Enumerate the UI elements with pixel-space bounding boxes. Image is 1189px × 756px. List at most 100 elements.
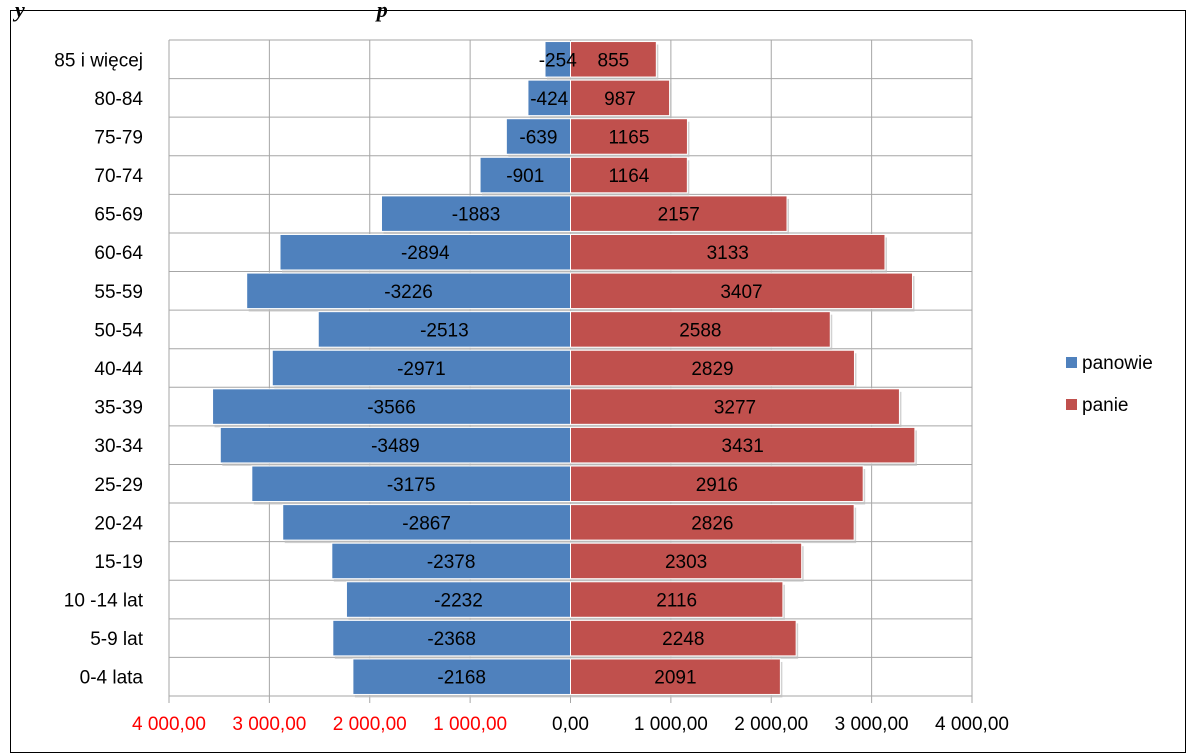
value-label: -2232 — [434, 591, 483, 612]
category-label: 35-39 — [94, 398, 143, 419]
legend-swatch-panowie — [1066, 357, 1077, 368]
value-label: -2378 — [427, 552, 476, 573]
x-tick-label: 3 000,00 — [835, 714, 909, 735]
category-label: 0-4 lata — [80, 668, 144, 689]
value-label: 2157 — [658, 205, 700, 226]
value-label: -2368 — [427, 629, 476, 650]
x-tick-label: 0,00 — [552, 714, 589, 735]
bar-panie — [570, 118, 688, 155]
category-label: 30-34 — [94, 436, 143, 457]
value-label: -424 — [530, 89, 568, 110]
bar-panowie — [527, 79, 571, 117]
value-label: -3489 — [371, 436, 420, 457]
legend-swatch-panie — [1066, 399, 1077, 410]
bar-panowie — [352, 658, 571, 695]
bar-panie — [570, 388, 900, 425]
category-label: 65-69 — [94, 205, 143, 226]
bar-panowie — [479, 156, 572, 194]
category-label: 5-9 lat — [90, 629, 144, 650]
value-label: 2116 — [656, 591, 697, 612]
bar-panie — [570, 658, 781, 695]
value-label: 2588 — [679, 320, 721, 341]
category-label: 20-24 — [94, 513, 143, 534]
value-label: -254 — [539, 50, 577, 71]
bar-panie — [570, 79, 671, 117]
value-label: 855 — [598, 50, 630, 71]
bar-panie — [570, 272, 913, 310]
legend-label-panowie: panowie — [1082, 353, 1153, 374]
category-label: 70-74 — [94, 166, 143, 187]
x-tick-label: 2 000,00 — [333, 714, 407, 735]
category-label: 80-84 — [94, 89, 143, 110]
x-tick-label: 1 000,00 — [634, 714, 708, 735]
bar-panie — [570, 156, 688, 194]
x-tick-label: 4 000,00 — [935, 714, 1009, 735]
bar-panowie — [251, 465, 571, 503]
category-label: 75-79 — [94, 127, 143, 148]
bar-panie — [570, 349, 855, 387]
value-label: -901 — [506, 166, 544, 187]
bar-panowie — [212, 388, 571, 425]
value-label: 2091 — [654, 668, 696, 689]
bar-panie — [570, 542, 803, 580]
bar-panie — [570, 581, 784, 618]
category-label: 40-44 — [94, 359, 143, 380]
bar-panowie — [544, 41, 572, 78]
category-label: 85 i więcej — [54, 50, 143, 71]
value-label: 3277 — [714, 398, 756, 419]
bar-panie — [570, 233, 886, 271]
bar-panie — [570, 195, 788, 232]
category-label: 25-29 — [94, 475, 143, 496]
value-label: 2303 — [665, 552, 707, 573]
bar-panie — [570, 504, 855, 541]
category-label: 50-54 — [94, 320, 143, 341]
value-label: -3175 — [387, 475, 436, 496]
value-label: -3566 — [367, 398, 416, 419]
value-label: -2168 — [437, 668, 486, 689]
value-label: 1165 — [609, 127, 650, 148]
value-label: 3431 — [722, 436, 764, 457]
category-label: 15-19 — [94, 552, 143, 573]
value-label: 2248 — [662, 629, 704, 650]
legend-label-panie: panie — [1082, 395, 1129, 416]
bar-panowie — [505, 118, 572, 155]
bar-panie — [570, 426, 916, 464]
bar-panie — [570, 41, 657, 78]
value-label: 2916 — [696, 475, 738, 496]
category-label: 55-59 — [94, 282, 143, 303]
category-label: 60-64 — [94, 243, 143, 264]
legend: panowie panie — [1066, 353, 1153, 416]
x-tick-label: 4 000,00 — [132, 714, 206, 735]
x-tick-label: 3 000,00 — [232, 714, 306, 735]
value-label: -2513 — [420, 320, 469, 341]
value-label: 2826 — [691, 513, 733, 534]
x-tick-labels: 4 000,00 3 000,00 2 000,00 1 000,00 0,00 1 00… — [132, 714, 1009, 735]
bar-panie — [570, 465, 864, 503]
value-label: -639 — [519, 127, 557, 148]
bar-panie — [570, 311, 831, 348]
value-label: 1164 — [608, 166, 649, 187]
category-label: 10 -14 lat — [64, 591, 144, 612]
value-label: 3133 — [707, 243, 749, 264]
bar-panie — [570, 619, 797, 657]
value-label: -1883 — [452, 205, 501, 226]
value-label: 2829 — [691, 359, 733, 380]
category-labels: 85 i więcej 80-84 75-79 70-74 65-69 60-64 55-5… — [54, 50, 143, 688]
value-labels: -254 855 -424 987 -639 1165 -901 1164 -1883 2157 -… — [367, 50, 764, 688]
value-label: 3407 — [720, 282, 762, 303]
bar-panowie — [219, 426, 571, 464]
x-tick-label: 2 000,00 — [734, 714, 808, 735]
value-label: -2894 — [401, 243, 450, 264]
value-label: -3226 — [384, 282, 433, 303]
bar-panowie — [271, 349, 571, 387]
x-tick-label: 1 000,00 — [433, 714, 507, 735]
bar-panowie — [331, 542, 572, 580]
bar-panowie — [279, 233, 571, 271]
bars — [212, 41, 917, 698]
value-label: -2971 — [397, 359, 446, 380]
value-label: 987 — [604, 89, 636, 110]
value-label: -2867 — [402, 513, 451, 534]
